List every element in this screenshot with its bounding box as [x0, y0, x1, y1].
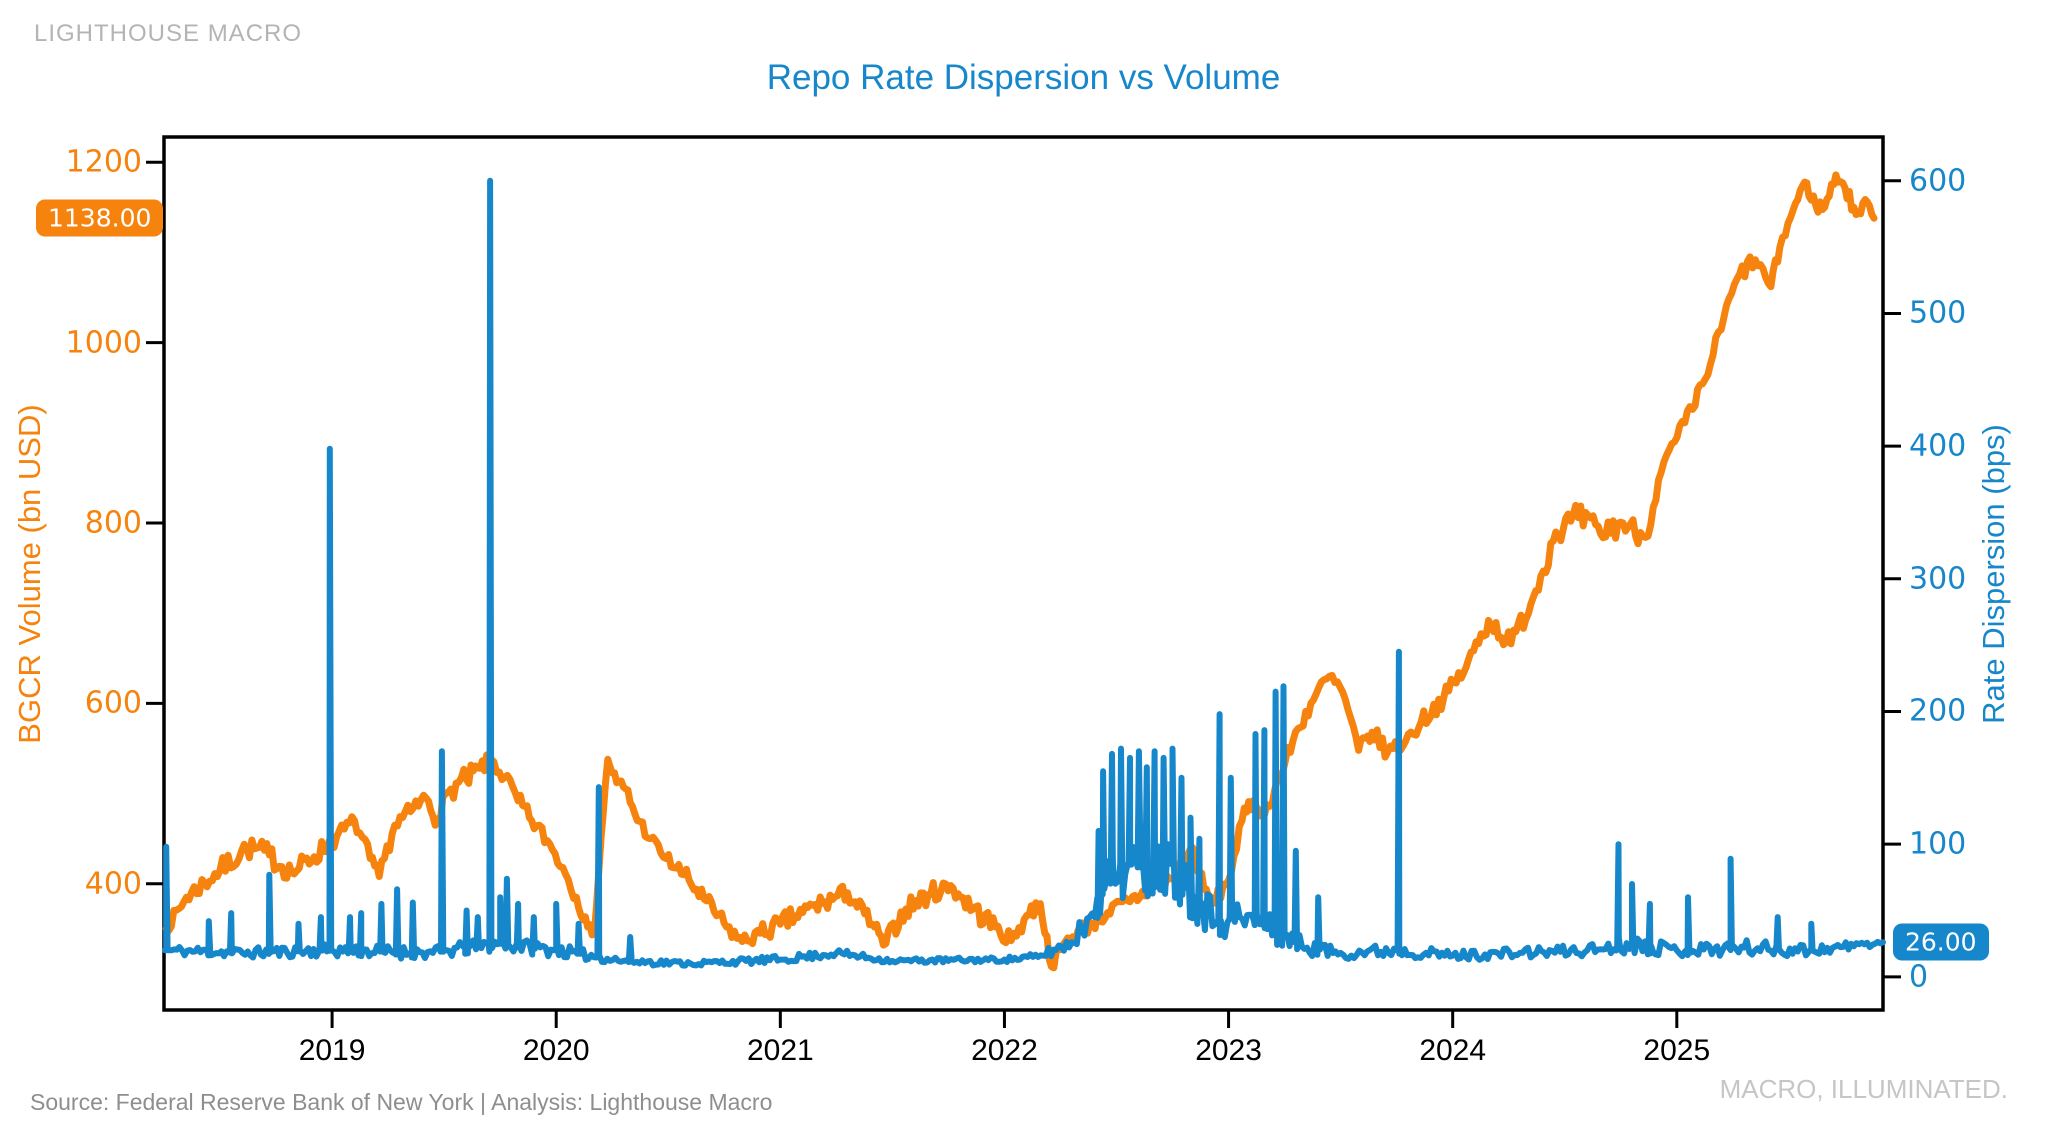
brand-text: LIGHTHOUSE MACRO — [34, 20, 303, 47]
right-tick-label: 100 — [1909, 826, 1967, 862]
x-tick-label: 2020 — [522, 1034, 590, 1067]
right-tick-label: 400 — [1909, 428, 1967, 464]
right-tick-label: 0 — [1909, 959, 1929, 995]
right-tick-label: 200 — [1909, 693, 1967, 729]
dispersion-series — [161, 177, 1886, 969]
left-tick-label: 600 — [84, 685, 142, 721]
x-tick-label: 2023 — [1195, 1034, 1262, 1067]
left-tick-label: 800 — [84, 505, 142, 541]
x-tick-label: 2022 — [971, 1034, 1038, 1067]
left-tick-label: 1200 — [65, 144, 142, 180]
right-tick-label: 600 — [1909, 163, 1967, 199]
left-tick-label: 400 — [84, 866, 142, 902]
right-tick-label: 500 — [1909, 295, 1967, 331]
left-tick-label: 1000 — [65, 325, 142, 361]
plot-border — [162, 135, 1885, 1012]
x-tick-label: 2019 — [298, 1034, 366, 1067]
tagline-text: MACRO, ILLUMINATED. — [1719, 1074, 2008, 1104]
right-axis-label: Rate Dispersion (bps) — [1976, 424, 2011, 724]
right-tick-label: 300 — [1909, 561, 1967, 597]
chart-title: Repo Rate Dispersion vs Volume — [766, 58, 1281, 97]
volume-series — [162, 171, 1878, 972]
source-text: Source: Federal Reserve Bank of New York… — [30, 1089, 773, 1115]
dispersion-last-value-badge: 26.00 — [1893, 923, 1989, 961]
x-tick-label: 2025 — [1643, 1034, 1711, 1067]
volume-last-value-badge: 1138.00 — [36, 199, 164, 237]
x-tick-label: 2021 — [746, 1034, 814, 1067]
x-tick-label: 2024 — [1419, 1034, 1487, 1067]
